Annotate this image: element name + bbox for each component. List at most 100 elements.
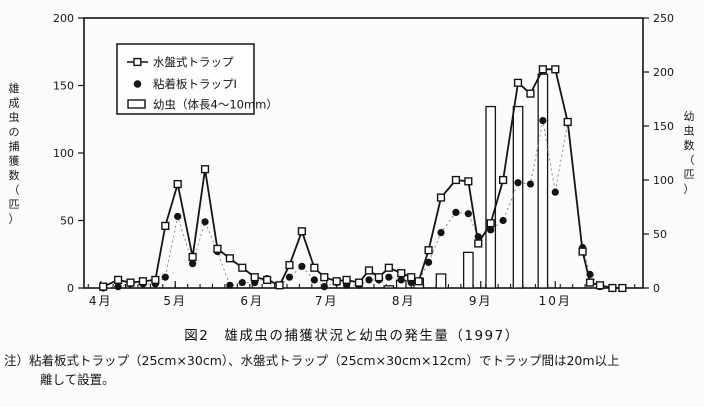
- svg-text:4月: 4月: [89, 294, 113, 308]
- square-marker: [238, 263, 247, 272]
- circle-marker: [226, 281, 234, 289]
- square-marker: [263, 275, 272, 285]
- square-marker: [332, 277, 341, 286]
- circle-marker: [499, 216, 507, 225]
- circle-marker: [114, 283, 122, 291]
- note-line-1: 注）粘着板式トラップ（25cm×30cm）、水盤式トラップ（25cm×30cm×…: [4, 353, 620, 368]
- figure-caption: 図2 雄成虫の捕獲状況と幼虫の発生量（1997）: [184, 328, 520, 344]
- square-marker: [551, 65, 560, 74]
- svg-text:150: 150: [653, 120, 674, 133]
- square-marker: [384, 263, 393, 272]
- square-marker: [275, 281, 284, 290]
- square-marker: [578, 247, 587, 256]
- capture-larvae-chart: 050100150200雄成虫の捕獲数（匹）050100150200250幼虫数…: [9, 12, 695, 308]
- svg-text:9月: 9月: [469, 294, 493, 308]
- circle-marker: [539, 117, 547, 125]
- square-marker: [138, 277, 148, 286]
- y-left-axis-label: 匹: [9, 198, 20, 211]
- svg-text:10月: 10月: [539, 294, 572, 308]
- legend-label-larvae: 幼虫（体長4～10mm）: [153, 98, 278, 112]
- circle-marker: [424, 258, 433, 266]
- circle-marker: [238, 279, 246, 287]
- legend-label-sticky: 粘着板トラップⅠ: [153, 77, 237, 91]
- x-axis: 4月 5月 6月 7月 8月 9月 10月: [87, 281, 636, 308]
- circle-marker: [298, 262, 306, 270]
- circle-marker: [161, 273, 169, 281]
- svg-text:150: 150: [53, 80, 74, 93]
- square-marker: [310, 263, 319, 272]
- svg-text:7月: 7月: [315, 294, 339, 308]
- circle-marker: [514, 179, 522, 187]
- square-marker: [618, 283, 627, 293]
- square-marker: [513, 78, 523, 87]
- circle-marker: [397, 276, 405, 284]
- y-left-axis-label: 捕: [9, 139, 20, 153]
- square-marker: [436, 193, 446, 202]
- square-marker: [595, 281, 605, 290]
- note-line-2: 離して設置。: [40, 371, 115, 387]
- square-marker: [563, 117, 572, 127]
- circle-marker: [526, 180, 535, 188]
- square-marker: [200, 165, 210, 174]
- legend-filled-circle-icon: [133, 80, 142, 88]
- series-larvae-bars: [383, 73, 549, 289]
- square-marker: [538, 65, 547, 74]
- legend-bar-icon: [127, 99, 146, 109]
- svg-text:100: 100: [653, 174, 674, 187]
- svg-text:0: 0: [67, 282, 74, 295]
- larvae-bar: [462, 251, 474, 289]
- svg-text:8月: 8月: [392, 294, 416, 308]
- figure-note: 注）粘着板式トラップ（25cm×30cm）、水盤式トラップ（25cm×30cm×…: [0, 352, 704, 390]
- y-left-axis-label: 雄: [9, 81, 20, 95]
- svg-text:5月: 5月: [163, 294, 187, 308]
- y-right-axis-label: （: [684, 154, 695, 167]
- circle-marker: [487, 226, 495, 234]
- circle-marker: [174, 212, 182, 221]
- square-marker: [188, 252, 197, 262]
- larvae-bar: [537, 73, 549, 289]
- square-marker: [113, 275, 123, 285]
- square-marker: [407, 273, 416, 282]
- square-marker: [608, 283, 617, 293]
- square-marker: [225, 254, 234, 263]
- y-left-axis-label: 数: [9, 169, 20, 182]
- y-right-axis-label: 数: [684, 139, 695, 152]
- circle-marker: [320, 283, 328, 291]
- circle-marker: [310, 276, 318, 284]
- svg-text:200: 200: [53, 12, 74, 25]
- svg-text:200: 200: [653, 66, 674, 79]
- y-right-axis-label: 虫: [684, 125, 695, 138]
- square-marker: [397, 269, 406, 278]
- y-left-axis-label: ）: [9, 213, 20, 226]
- square-marker: [320, 273, 329, 282]
- circle-marker: [464, 210, 472, 218]
- y-left-axis-label: 虫: [9, 111, 20, 124]
- y-right-axis-label: 幼: [684, 110, 695, 123]
- square-marker: [342, 275, 351, 285]
- square-marker: [499, 175, 508, 185]
- y-left-axis-label: （: [9, 184, 20, 197]
- series-water-pan-trap: [99, 65, 627, 293]
- svg-text:100: 100: [53, 147, 74, 160]
- y-left-axis-label: 獲: [9, 155, 20, 168]
- square-marker: [364, 266, 374, 275]
- square-marker: [464, 177, 473, 186]
- legend-label-water-pan: 水盤式トラップ: [153, 55, 234, 69]
- square-marker: [486, 219, 495, 228]
- svg-text:0: 0: [653, 282, 660, 295]
- square-marker: [99, 282, 108, 291]
- circle-marker: [551, 188, 559, 196]
- circle-marker: [189, 260, 197, 268]
- square-marker: [526, 89, 535, 98]
- square-marker: [285, 260, 294, 270]
- square-marker: [250, 273, 259, 282]
- larvae-bar: [512, 105, 524, 289]
- y-left-axis-label: の: [9, 126, 20, 139]
- square-marker: [424, 246, 433, 255]
- legend-open-square-icon: [133, 57, 142, 67]
- larvae-bar: [383, 285, 395, 289]
- circle-marker: [452, 208, 460, 216]
